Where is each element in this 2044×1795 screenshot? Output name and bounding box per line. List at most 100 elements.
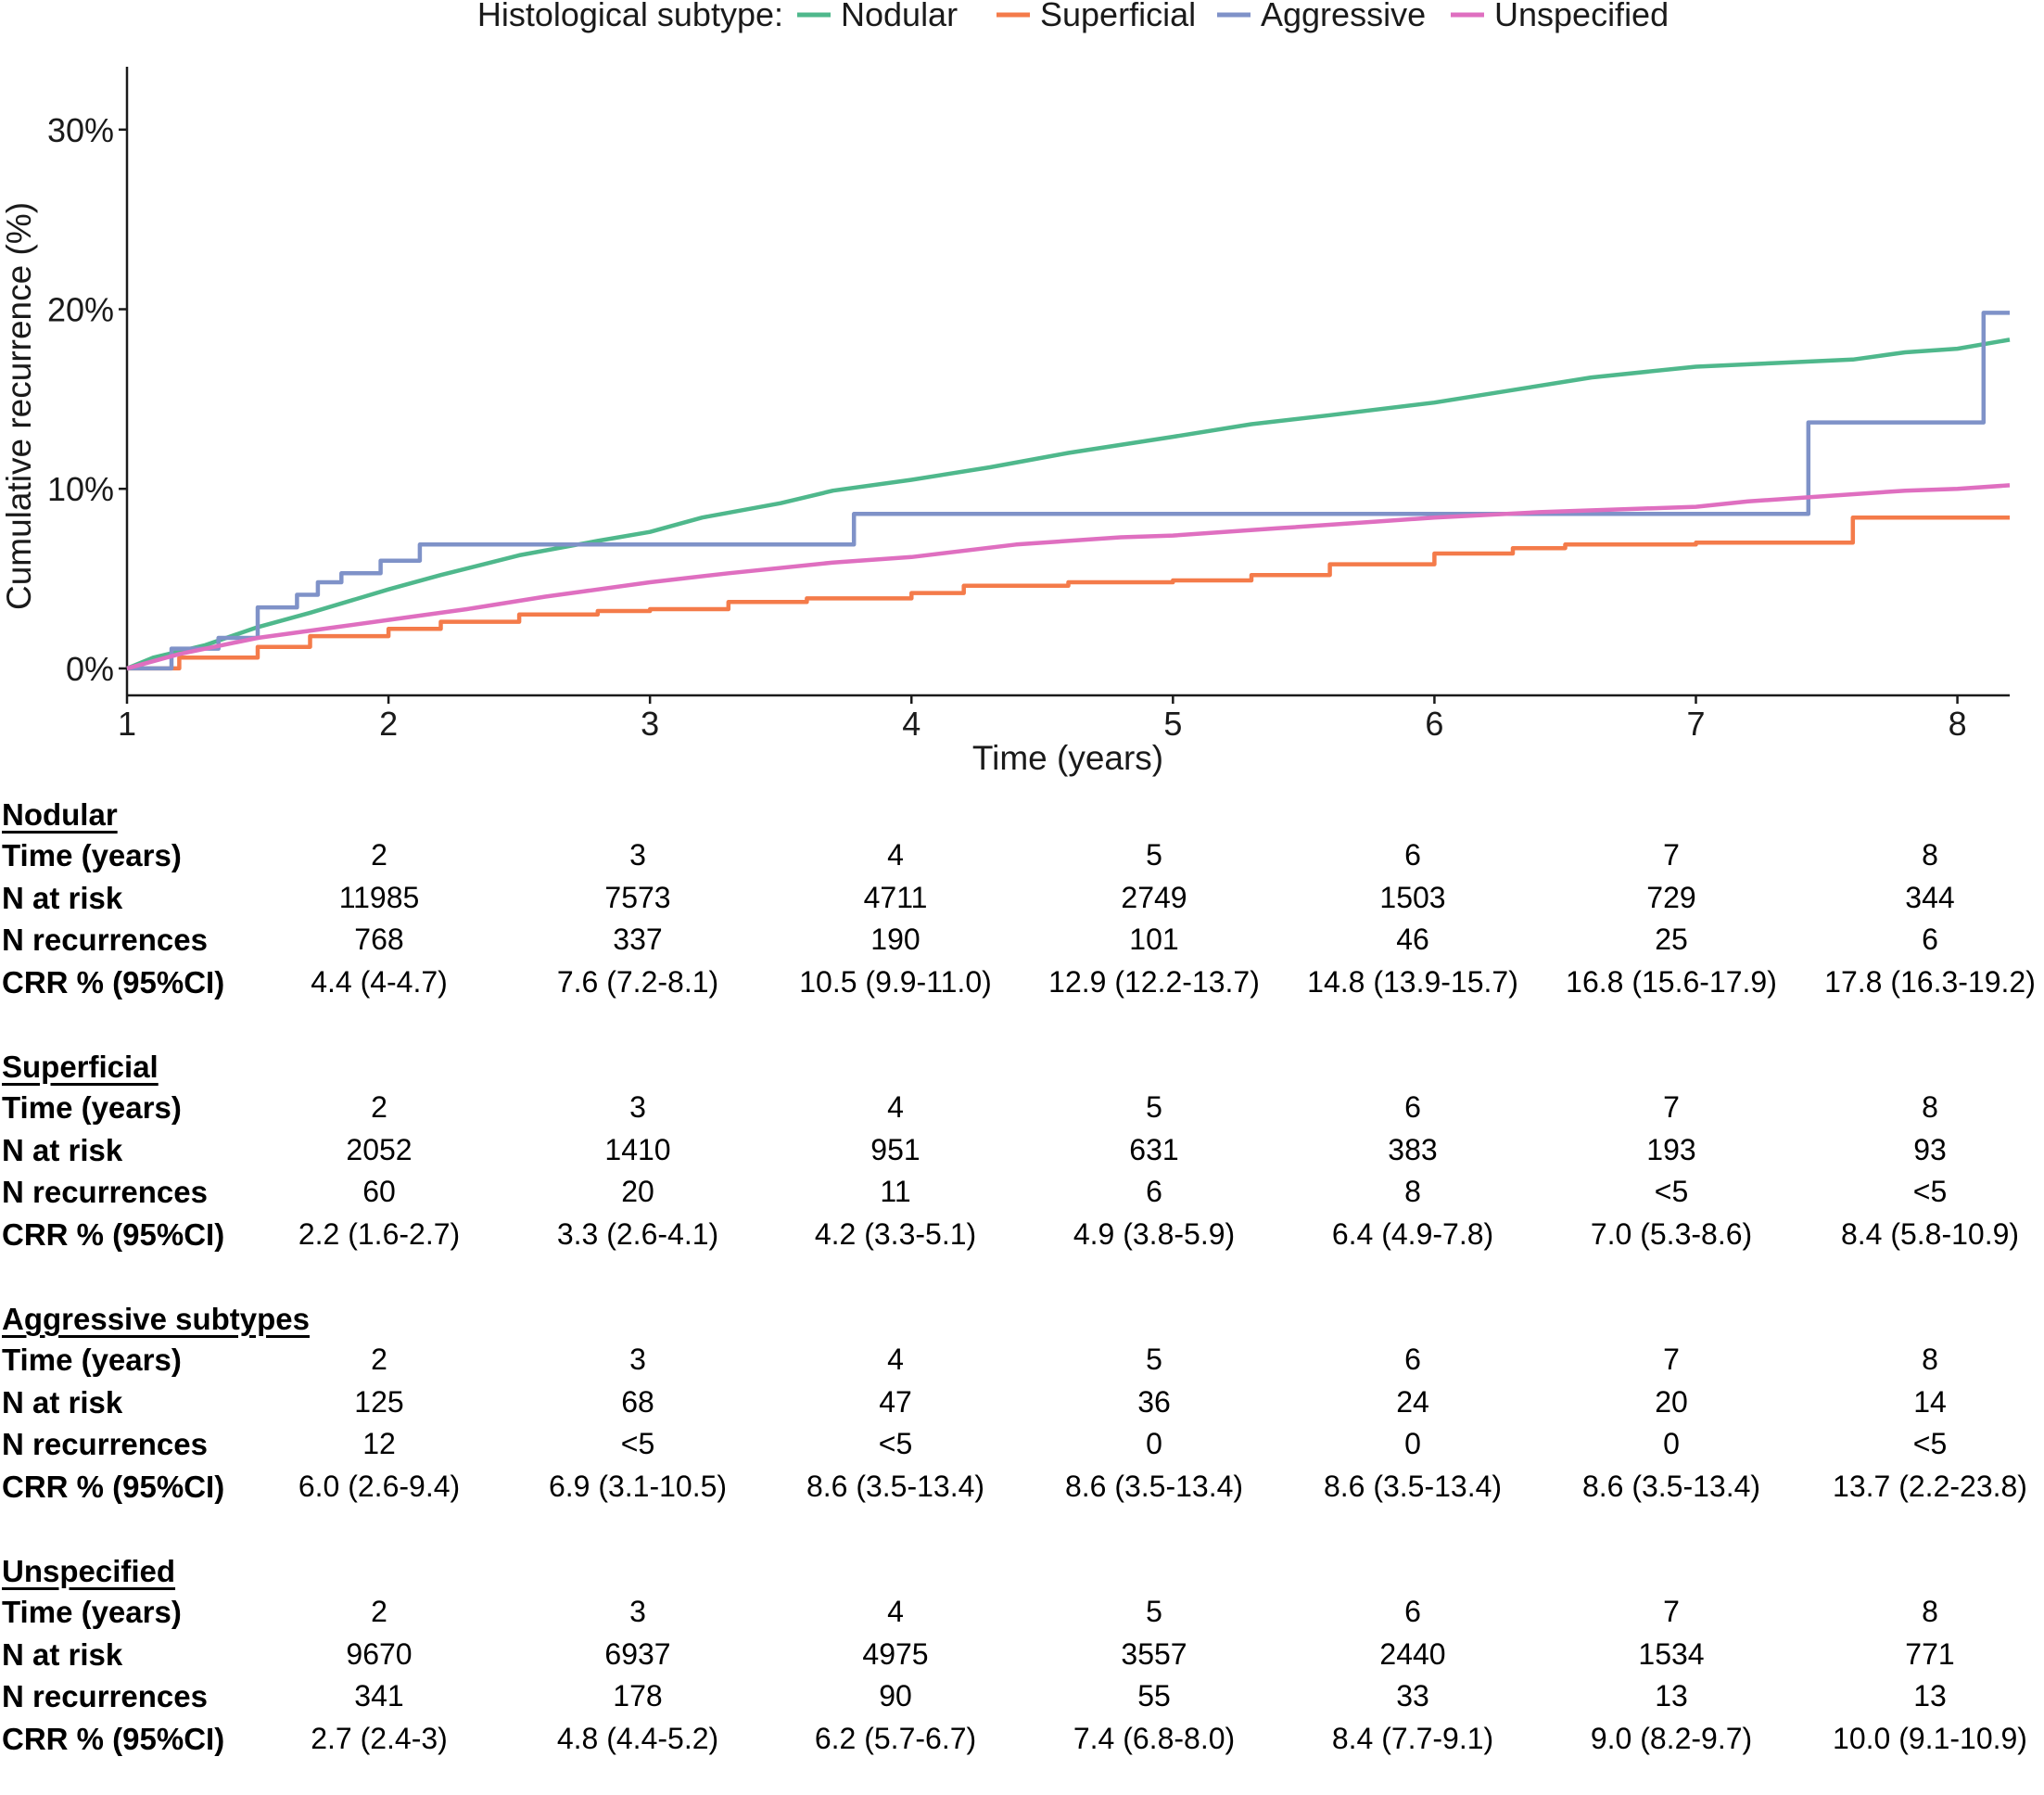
table-cell: 8 [1922,1595,1938,1628]
table-row: CRR % (95%CI) 2.2 (1.6-2.7) 3.3 (2.6-4.1) 4… [0,1217,2044,1258]
table-cell: 3557 [1121,1636,1187,1671]
legend-label-unspecified: Unspecified [1494,0,1669,33]
table-cell: <5 [620,1427,655,1460]
cumulative-recurrence-chart: Histological subtype: Nodular Superficial… [0,0,2011,777]
table-cell: 8 [1922,1090,1938,1124]
table-row: N at risk 2052 1410 951 631 383 193 93 [0,1133,2044,1174]
row-label: N at risk [2,880,123,915]
row-label: N recurrences [2,923,208,957]
table-cell: 125 [354,1384,404,1419]
table-cell: 2.2 (1.6-2.7) [298,1216,461,1251]
table-row: Time (years) 2 3 4 5 6 7 8 [0,1343,2044,1383]
table-cell: 12 [362,1427,396,1460]
table-cell: 2 [371,1343,387,1376]
table-cell: 3 [629,1343,646,1376]
table-cell: 4 [887,1343,904,1376]
table-title: Aggressive subtypes [2,1302,310,1336]
x-axis-label: Time (years) [972,739,1163,777]
table-row: Time (years) 2 3 4 5 6 7 8 [0,1090,2044,1131]
table-cell: 101 [1129,923,1179,956]
table-row: N recurrences 341 178 90 55 33 13 13 [0,1679,2044,1720]
table-cell: 193 [1646,1132,1696,1166]
series-line-nodular [126,337,2011,670]
table-cell: 9670 [346,1636,413,1671]
row-label: N at risk [2,1132,123,1167]
table-cell: 337 [613,923,663,956]
y-axis-label: Cumulative recurrence (%) [0,202,38,610]
row-label: CRR % (95%CI) [2,964,225,999]
table-cell: 8.6 (3.5-13.4) [1323,1469,1503,1503]
table-cell: 771 [1905,1636,1955,1671]
table-group: Superficial Time (years) 2 3 4 5 6 7 8 N at risk 2… [0,1038,2044,1291]
table-cell: 631 [1129,1132,1179,1166]
table-row: N at risk 125 68 47 36 24 20 14 [0,1385,2044,1426]
series-line-superficial [127,515,2010,671]
table-group: Nodular Time (years) 2 3 4 5 6 7 8 N at risk 11985… [0,786,2044,1038]
row-label: CRR % (95%CI) [2,1721,225,1756]
table-cell: 2 [371,838,387,872]
table-cell: 2 [371,1090,387,1124]
table-cell: 16.8 (15.6-17.9) [1566,964,1777,999]
table-cell: 3 [629,1090,646,1124]
table-cell: 2749 [1121,880,1187,914]
table-cell: 24 [1396,1384,1429,1419]
table-cell: 7573 [604,880,671,914]
table-cell: 3.3 (2.6-4.1) [556,1216,719,1251]
table-cell: 190 [870,923,920,956]
table-cell: 14 [1913,1384,1947,1419]
table-cell: <5 [1912,1427,1948,1460]
table-cell: 4711 [863,880,928,914]
table-cell: 6 [1404,1343,1421,1376]
table-row: Time (years) 2 3 4 5 6 7 8 [0,838,2044,879]
table-cell: 8.4 (5.8-10.9) [1840,1216,2020,1251]
x-tick-label: 1 [118,705,136,743]
row-label: N at risk [2,1636,123,1672]
table-cell: 6 [1922,923,1938,956]
table-cell: 383 [1388,1132,1438,1166]
table-cell: 12.9 (12.2-13.7) [1048,964,1260,999]
table-cell: 951 [870,1132,920,1166]
row-label: N recurrences [2,1175,208,1209]
x-tick-label: 8 [1949,705,1967,743]
table-cell: 7 [1663,1343,1680,1376]
y-tick-label: 0% [66,650,114,688]
table-cell: 1410 [604,1132,671,1166]
table-cell: 729 [1646,880,1696,914]
table-cell: 6 [1404,1595,1421,1628]
table-cell: 768 [354,923,404,956]
table-cell: 0 [1663,1427,1680,1460]
table-cell: 5 [1146,1090,1162,1124]
table-cell: 5 [1146,1595,1162,1628]
table-row: N recurrences 768 337 190 101 46 25 6 [0,923,2044,963]
table-row: Time (years) 2 3 4 5 6 7 8 [0,1595,2044,1636]
legend-label-aggressive: Aggressive [1261,0,1426,33]
table-cell: <5 [878,1427,913,1460]
x-tick-label: 3 [641,705,659,743]
table-row: CRR % (95%CI) 6.0 (2.6-9.4) 6.9 (3.1-10.5)… [0,1470,2044,1510]
table-cell: 7.0 (5.3-8.6) [1590,1216,1753,1251]
table-cell: 13.7 (2.2-23.8) [1833,1469,2027,1503]
risk-tables: Nodular Time (years) 2 3 4 5 6 7 8 N at risk 11985… [0,786,2044,1795]
table-cell: 9.0 (8.2-9.7) [1590,1721,1753,1755]
table-cell: 6.4 (4.9-7.8) [1331,1216,1494,1251]
table-cell: 4975 [862,1636,929,1671]
table-cell: 20 [621,1175,654,1208]
table-cell: 8 [1404,1175,1421,1208]
table-title: Superficial [2,1050,159,1084]
table-cell: 6 [1146,1175,1162,1208]
table-cell: 6.0 (2.6-9.4) [298,1469,461,1503]
legend: Histological subtype: Nodular Superficial… [477,0,1669,33]
table-title: Nodular [2,797,118,832]
table-cell: 7 [1663,838,1680,872]
series-layer [126,311,2011,671]
table-cell: 17.8 (16.3-19.2) [1824,964,2036,999]
table-cell: 2 [371,1595,387,1628]
table-cell: 178 [613,1679,663,1712]
table-cell: 2052 [346,1132,413,1166]
row-label: N at risk [2,1384,123,1419]
x-tick-label: 4 [902,705,920,743]
row-label: Time (years) [2,1343,182,1377]
row-label: Time (years) [2,838,182,872]
table-cell: 10.5 (9.9-11.0) [799,964,992,999]
table-cell: 8.6 (3.5-13.4) [806,1469,985,1503]
